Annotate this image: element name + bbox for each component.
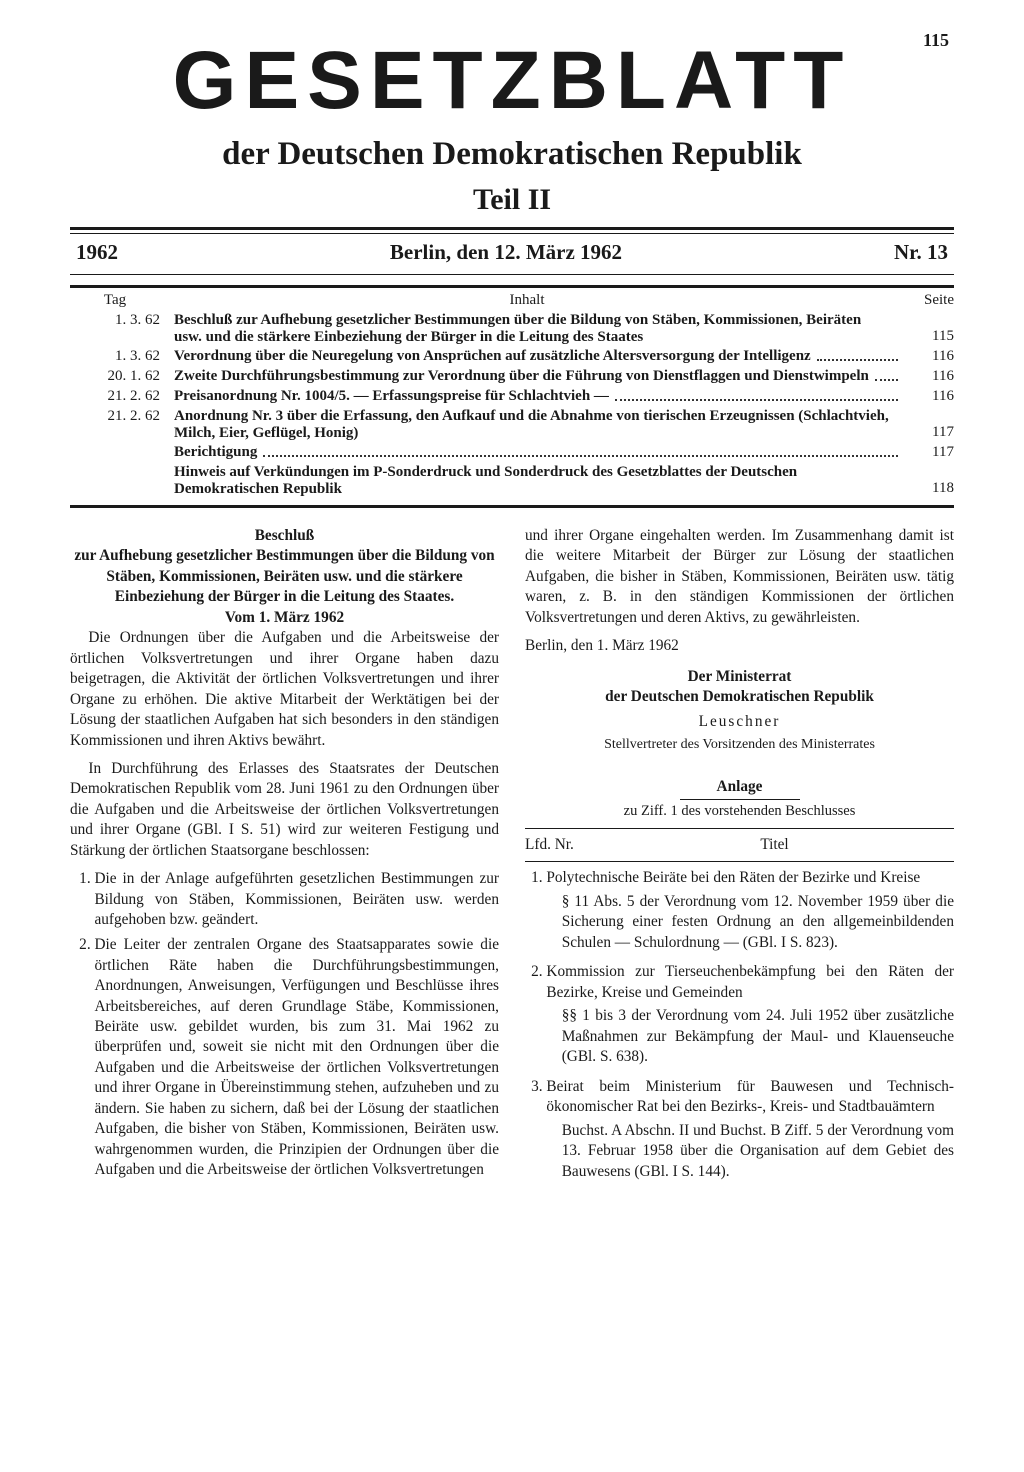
toc-row: 21. 2. 62 Preisanordnung Nr. 1004/5. — E… bbox=[70, 387, 954, 407]
toc-title: Hinweis auf Verkündungen im P-Sonderdruc… bbox=[174, 464, 892, 498]
toc-row: Berichtigung 117 bbox=[70, 443, 954, 463]
issue-date: Berlin, den 12. März 1962 bbox=[118, 240, 894, 265]
anlage-item-title: Kommission zur Tierseuchenbekämpfung bei… bbox=[546, 963, 954, 1000]
list-item: Die in der Anlage aufgeführten gesetzlic… bbox=[94, 869, 499, 930]
signature-role: Stellvertreter des Vorsitzenden des Mini… bbox=[525, 736, 954, 755]
toc-date: 1. 3. 62 bbox=[70, 312, 174, 329]
anlage-item-ref: §§ 1 bis 3 der Verordnung vom 24. Juli 1… bbox=[546, 1006, 954, 1067]
anlage-sub: zu Ziff. 1 des vorstehenden Beschlusses bbox=[525, 802, 954, 821]
paragraph: Die Ordnungen über die Aufgaben und die … bbox=[70, 628, 499, 751]
signature-line: Der Ministerrat bbox=[525, 667, 954, 687]
toc-col-inhalt: Inhalt bbox=[160, 292, 894, 309]
article-subheading: zur Aufhebung gesetzlicher Bestimmungen … bbox=[70, 546, 499, 607]
toc-page: 116 bbox=[904, 368, 954, 386]
toc-page: 117 bbox=[904, 444, 954, 462]
toc-page: 118 bbox=[904, 480, 954, 498]
anlage-item: Polytechnische Beiräte bei den Räten der… bbox=[546, 868, 954, 953]
signature-line: der Deutschen Demokratischen Republik bbox=[525, 687, 954, 707]
toc-title: Berichtigung bbox=[174, 444, 257, 461]
anlage-col-titel: Titel bbox=[595, 835, 954, 855]
toc-row: 21. 2. 62 Anordnung Nr. 3 über die Erfas… bbox=[70, 407, 954, 443]
place-date: Berlin, den 1. März 1962 bbox=[525, 636, 954, 656]
rule bbox=[70, 274, 954, 275]
page-number: 115 bbox=[923, 30, 949, 51]
anlage-header: Lfd. Nr. Titel bbox=[525, 835, 954, 855]
rule bbox=[525, 861, 954, 862]
gazette-part: Teil II bbox=[70, 183, 954, 217]
signature-name: Leuschner bbox=[525, 712, 954, 732]
toc-date: 21. 2. 62 bbox=[70, 408, 174, 425]
toc-page: 116 bbox=[904, 348, 954, 366]
toc-title: Zweite Durchführungsbestimmung zur Veror… bbox=[174, 368, 869, 385]
rule bbox=[70, 505, 954, 508]
toc-date: 1. 3. 62 bbox=[70, 348, 174, 365]
table-of-contents: Tag Inhalt Seite 1. 3. 62 Beschluß zur A… bbox=[70, 288, 954, 499]
ordered-list: Die in der Anlage aufgeführten gesetzlic… bbox=[70, 869, 499, 1181]
anlage-item: Kommission zur Tierseuchenbekämpfung bei… bbox=[546, 962, 954, 1067]
anlage-item-title: Beirat beim Ministerium für Bauwesen und… bbox=[546, 1078, 954, 1115]
page: 115 GESETZBLATT der Deutschen Demokratis… bbox=[0, 0, 1024, 1472]
body-columns: Beschluß zur Aufhebung gesetzlicher Best… bbox=[70, 526, 954, 1191]
toc-page: 115 bbox=[904, 328, 954, 346]
toc-col-seite: Seite bbox=[894, 292, 954, 309]
toc-page: 117 bbox=[904, 424, 954, 442]
list-item: Die Leiter der zentralen Organe des Staa… bbox=[94, 935, 499, 1181]
toc-title: Verordnung über die Neuregelung von Ansp… bbox=[174, 348, 811, 365]
right-column: und ihrer Organe eingehalten werden. Im … bbox=[525, 526, 954, 1191]
article-heading: Beschluß bbox=[70, 526, 499, 546]
anlage-item-title: Polytechnische Beiräte bei den Räten der… bbox=[546, 869, 920, 886]
anlage-heading: Anlage bbox=[525, 777, 954, 797]
anlage-item-ref: § 11 Abs. 5 der Verordnung vom 12. Novem… bbox=[546, 892, 954, 953]
masthead: GESETZBLATT der Deutschen Demokratischen… bbox=[70, 40, 954, 217]
toc-title: Anordnung Nr. 3 über die Erfassung, den … bbox=[174, 408, 892, 442]
paragraph: In Durchführung des Erlasses des Staatsr… bbox=[70, 759, 499, 861]
toc-date: 21. 2. 62 bbox=[70, 388, 174, 405]
toc-date: 20. 1. 62 bbox=[70, 368, 174, 385]
toc-title: Beschluß zur Aufhebung gesetzlicher Best… bbox=[174, 312, 892, 346]
article-date: Vom 1. März 1962 bbox=[70, 608, 499, 628]
toc-header: Tag Inhalt Seite bbox=[70, 288, 954, 311]
year: 1962 bbox=[76, 240, 118, 265]
toc-row: 1. 3. 62 Verordnung über die Neuregelung… bbox=[70, 347, 954, 367]
anlage-col-lfd: Lfd. Nr. bbox=[525, 835, 595, 855]
anlage-list: Polytechnische Beiräte bei den Räten der… bbox=[525, 868, 954, 1182]
issue-number: Nr. 13 bbox=[894, 240, 948, 265]
toc-page: 116 bbox=[904, 388, 954, 406]
left-column: Beschluß zur Aufhebung gesetzlicher Best… bbox=[70, 526, 499, 1191]
toc-row: Hinweis auf Verkündungen im P-Sonderdruc… bbox=[70, 463, 954, 499]
anlage-item: Beirat beim Ministerium für Bauwesen und… bbox=[546, 1077, 954, 1182]
gazette-title: GESETZBLATT bbox=[70, 40, 954, 122]
toc-title: Preisanordnung Nr. 1004/5. — Erfassungsp… bbox=[174, 388, 609, 405]
toc-col-tag: Tag bbox=[70, 292, 160, 309]
rule bbox=[70, 227, 954, 230]
paragraph: und ihrer Organe eingehalten werden. Im … bbox=[525, 526, 954, 628]
dateline: 1962 Berlin, den 12. März 1962 Nr. 13 bbox=[70, 234, 954, 271]
anlage-item-ref: Buchst. A Abschn. II und Buchst. B Ziff.… bbox=[546, 1121, 954, 1182]
rule bbox=[680, 799, 800, 800]
rule bbox=[525, 828, 954, 829]
gazette-subtitle: der Deutschen Demokratischen Republik bbox=[70, 136, 954, 173]
toc-row: 20. 1. 62 Zweite Durchführungsbestimmung… bbox=[70, 367, 954, 387]
toc-row: 1. 3. 62 Beschluß zur Aufhebung gesetzli… bbox=[70, 311, 954, 347]
